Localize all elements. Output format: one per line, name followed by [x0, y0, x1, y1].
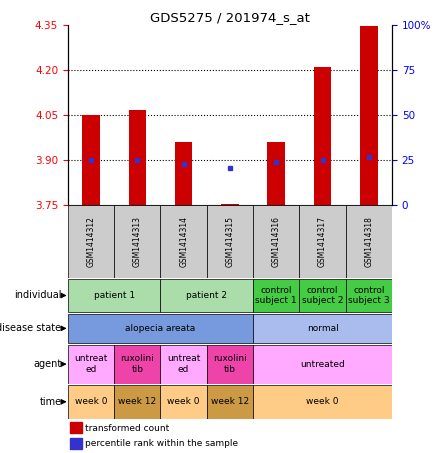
- Text: patient 2: patient 2: [186, 291, 227, 300]
- Bar: [68, 279, 160, 312]
- Text: time: time: [39, 397, 61, 407]
- Bar: [207, 345, 253, 384]
- Text: ruxolini
tib: ruxolini tib: [120, 354, 154, 374]
- Title: GDS5275 / 201974_s_at: GDS5275 / 201974_s_at: [150, 11, 310, 24]
- Bar: [253, 385, 392, 419]
- Text: week 0: week 0: [306, 397, 339, 406]
- Text: untreat
ed: untreat ed: [74, 354, 108, 374]
- Text: percentile rank within the sample: percentile rank within the sample: [85, 439, 239, 448]
- Bar: [68, 205, 114, 278]
- Text: individual: individual: [14, 290, 61, 300]
- Bar: [160, 205, 207, 278]
- Text: GSM1414313: GSM1414313: [133, 216, 142, 267]
- Bar: [68, 385, 114, 419]
- Bar: [221, 204, 239, 205]
- Text: untreat
ed: untreat ed: [167, 354, 200, 374]
- Text: ruxolini
tib: ruxolini tib: [213, 354, 247, 374]
- Text: disease state: disease state: [0, 323, 61, 333]
- Bar: [207, 385, 253, 419]
- Bar: [346, 279, 392, 312]
- Bar: [207, 205, 253, 278]
- Bar: [70, 438, 82, 449]
- Bar: [68, 313, 253, 343]
- Text: GSM1414315: GSM1414315: [226, 216, 234, 267]
- Text: patient 1: patient 1: [94, 291, 135, 300]
- Bar: [114, 345, 160, 384]
- Text: normal: normal: [307, 324, 339, 333]
- Bar: [346, 205, 392, 278]
- Bar: [300, 205, 346, 278]
- Bar: [160, 385, 207, 419]
- Text: untreated: untreated: [300, 360, 345, 369]
- Bar: [128, 111, 146, 205]
- Bar: [300, 279, 346, 312]
- Bar: [114, 385, 160, 419]
- Text: week 12: week 12: [211, 397, 249, 406]
- Bar: [253, 279, 300, 312]
- Text: agent: agent: [33, 359, 61, 369]
- Bar: [175, 142, 192, 205]
- Bar: [253, 205, 300, 278]
- Bar: [360, 26, 378, 205]
- Bar: [68, 345, 114, 384]
- Bar: [253, 313, 392, 343]
- Text: control
subject 2: control subject 2: [302, 286, 343, 305]
- Text: control
subject 1: control subject 1: [255, 286, 297, 305]
- Text: GSM1414317: GSM1414317: [318, 216, 327, 267]
- Bar: [160, 345, 207, 384]
- Text: week 0: week 0: [167, 397, 200, 406]
- Text: transformed count: transformed count: [85, 424, 170, 433]
- Bar: [253, 345, 392, 384]
- Bar: [70, 422, 82, 434]
- Bar: [314, 67, 332, 205]
- Text: GSM1414314: GSM1414314: [179, 216, 188, 267]
- Text: alopecia areata: alopecia areata: [125, 324, 196, 333]
- Text: GSM1414312: GSM1414312: [87, 216, 95, 267]
- Bar: [82, 115, 100, 205]
- Bar: [114, 205, 160, 278]
- Bar: [268, 142, 285, 205]
- Text: GSM1414318: GSM1414318: [364, 216, 373, 267]
- Text: GSM1414316: GSM1414316: [272, 216, 281, 267]
- Text: week 12: week 12: [118, 397, 156, 406]
- Bar: [160, 279, 253, 312]
- Text: control
subject 3: control subject 3: [348, 286, 390, 305]
- Text: week 0: week 0: [75, 397, 107, 406]
